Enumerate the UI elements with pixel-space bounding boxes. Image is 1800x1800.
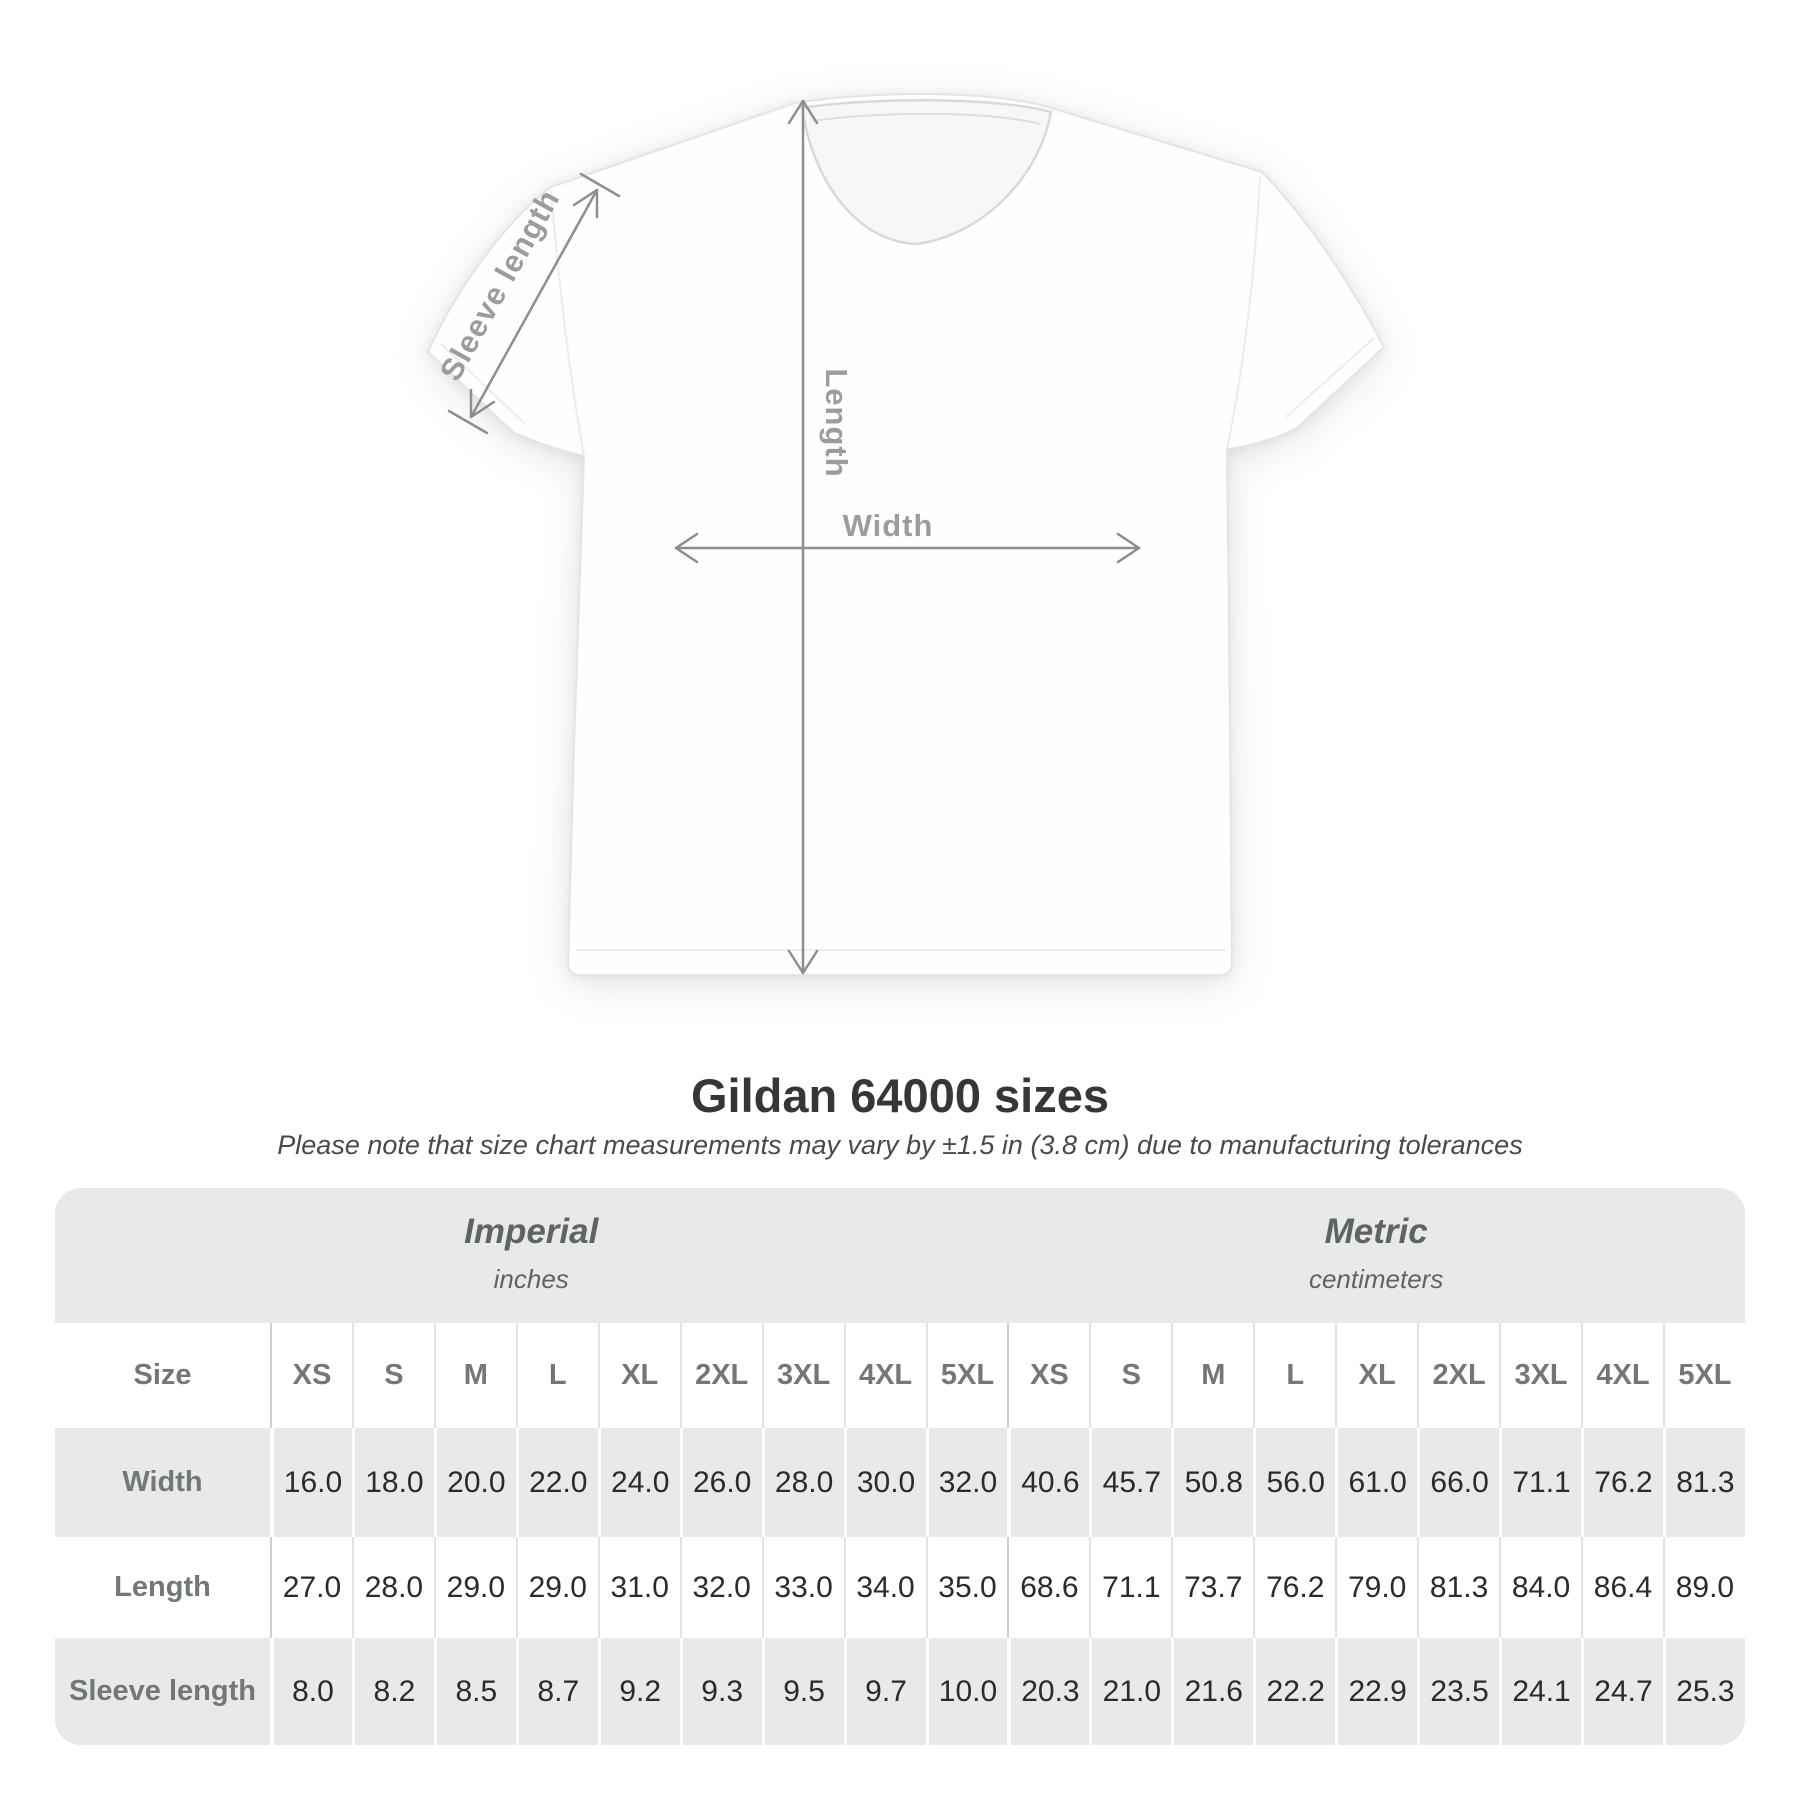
row-label-width: Width [55, 1428, 270, 1537]
value-cell: 24.7 [1581, 1638, 1663, 1745]
value-cell: 21.6 [1171, 1638, 1254, 1745]
value-cell: 50.8 [1171, 1428, 1254, 1537]
imperial-label: Imperial [464, 1212, 599, 1251]
right-cuff-stitch [1285, 337, 1375, 418]
size-header-cell: XS [270, 1323, 352, 1428]
size-header-cell: 2XL [1417, 1323, 1499, 1428]
value-cell: 35.0 [925, 1537, 1008, 1638]
value-cell: 20.3 [1007, 1638, 1090, 1745]
value-cell: 9.3 [679, 1638, 762, 1745]
value-cell: 9.2 [597, 1638, 680, 1745]
value-cell: 29.0 [515, 1537, 598, 1638]
value-cell: 89.0 [1662, 1537, 1745, 1638]
size-header-cell: 5XL [925, 1323, 1008, 1428]
metric-label: Metric [1324, 1212, 1428, 1251]
length-arrow [787, 99, 819, 975]
value-cell: 45.7 [1089, 1428, 1172, 1537]
metric-unit: centimeters [1308, 1264, 1444, 1294]
right-sleeve-seam [1226, 175, 1261, 450]
value-cell: 30.0 [843, 1428, 926, 1537]
row-label-sleeve-length: Sleeve length [55, 1638, 270, 1745]
value-cell: 18.0 [351, 1428, 434, 1537]
value-cell: 73.7 [1171, 1537, 1253, 1638]
value-cell: 76.2 [1581, 1428, 1663, 1537]
value-cell: 32.0 [679, 1537, 762, 1638]
value-cell: 24.1 [1499, 1638, 1581, 1745]
size-header-cell: L [515, 1323, 598, 1428]
value-cell: 84.0 [1499, 1537, 1581, 1638]
value-cell: 76.2 [1253, 1537, 1335, 1638]
width-arrow [674, 532, 1141, 564]
value-cell: 27.0 [270, 1537, 352, 1638]
left-cuff-stitch [440, 343, 525, 424]
value-cell: 10.0 [925, 1638, 1008, 1745]
length-label: Length [819, 368, 854, 477]
value-cell: 23.5 [1417, 1638, 1500, 1745]
row-label-length: Length [114, 1571, 211, 1603]
value-cell: 79.0 [1335, 1537, 1417, 1638]
value-cell: 22.0 [515, 1428, 598, 1537]
sleeve-length-arrow [447, 172, 621, 435]
value-cell: 40.6 [1007, 1428, 1090, 1537]
value-cell: 32.0 [925, 1428, 1008, 1537]
value-cell: 68.6 [1007, 1537, 1089, 1638]
collar [800, 99, 1053, 246]
size-header-cell: S [351, 1323, 434, 1428]
value-cell: 8.7 [515, 1638, 598, 1745]
value-cell: 25.3 [1662, 1638, 1745, 1745]
value-cell: 26.0 [679, 1428, 762, 1537]
value-cell: 9.7 [843, 1638, 926, 1745]
size-header-cell: 4XL [843, 1323, 926, 1428]
value-cell: 56.0 [1253, 1428, 1336, 1537]
value-cell: 8.2 [351, 1638, 434, 1745]
value-cell: 9.5 [761, 1638, 844, 1745]
value-cell: 24.0 [597, 1428, 680, 1537]
tshirt-diagram: Sleeve length Length Width [426, 93, 1386, 976]
value-cell: 21.0 [1089, 1638, 1172, 1745]
size-table: Imperial inches Metric centimeters Size … [55, 1188, 1745, 1745]
size-header-cell: XL [1335, 1323, 1417, 1428]
size-header-cell: 4XL [1581, 1323, 1663, 1428]
size-header-cell: 5XL [1662, 1323, 1745, 1428]
size-header-cell: 3XL [1499, 1323, 1581, 1428]
value-cell: 66.0 [1417, 1428, 1500, 1537]
size-header-cell: 3XL [761, 1323, 844, 1428]
size-header-cell: 2XL [679, 1323, 762, 1428]
value-cell: 8.5 [433, 1638, 516, 1745]
size-header-cell: S [1089, 1323, 1171, 1428]
value-cell: 71.1 [1089, 1537, 1171, 1638]
value-cell: 28.0 [351, 1537, 434, 1638]
imperial-unit: inches [493, 1264, 569, 1294]
collar-rib [812, 112, 1041, 125]
value-cell: 20.0 [433, 1428, 516, 1537]
metric-unit-group: Metric centimeters [1007, 1188, 1745, 1323]
page-subtitle: Please note that size chart measurements… [277, 1130, 1523, 1160]
size-header-cell: M [1171, 1323, 1253, 1428]
size-header-cell: M [433, 1323, 516, 1428]
tshirt-silhouette [426, 93, 1386, 976]
size-header-cell: XL [597, 1323, 680, 1428]
value-cell: 22.9 [1335, 1638, 1418, 1745]
value-cell: 33.0 [761, 1537, 844, 1638]
size-column-header: Size [133, 1359, 192, 1391]
value-cell: 29.0 [433, 1537, 516, 1638]
value-cell: 8.0 [270, 1638, 352, 1745]
imperial-unit-group: Imperial inches [55, 1188, 1008, 1323]
size-header-cell: XS [1007, 1323, 1089, 1428]
value-cell: 71.1 [1499, 1428, 1581, 1537]
page-title: Gildan 64000 sizes [690, 1069, 1110, 1122]
width-label: Width [843, 508, 934, 543]
value-cell: 81.3 [1417, 1537, 1499, 1638]
left-sleeve-seam [550, 189, 585, 457]
value-cell: 16.0 [270, 1428, 352, 1537]
value-cell: 81.3 [1662, 1428, 1745, 1537]
value-cell: 28.0 [761, 1428, 844, 1537]
value-cell: 61.0 [1335, 1428, 1418, 1537]
value-cell: 34.0 [843, 1537, 926, 1638]
value-cell: 31.0 [597, 1537, 680, 1638]
value-cell: 22.2 [1253, 1638, 1336, 1745]
size-header-cell: L [1253, 1323, 1335, 1428]
value-cell: 86.4 [1581, 1537, 1663, 1638]
